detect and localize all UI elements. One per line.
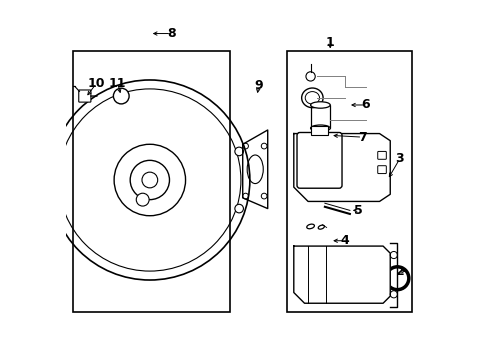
- Circle shape: [113, 88, 129, 104]
- Text: 8: 8: [166, 27, 175, 40]
- FancyBboxPatch shape: [296, 132, 341, 188]
- FancyBboxPatch shape: [377, 166, 386, 174]
- Text: 5: 5: [354, 204, 363, 217]
- FancyBboxPatch shape: [377, 152, 386, 159]
- Polygon shape: [293, 134, 389, 202]
- Text: 9: 9: [254, 79, 263, 92]
- Circle shape: [130, 160, 169, 200]
- Text: 11: 11: [109, 77, 126, 90]
- Text: 10: 10: [87, 77, 105, 90]
- Ellipse shape: [310, 125, 329, 131]
- Bar: [73, 51, 230, 312]
- Text: 1: 1: [325, 36, 334, 49]
- Circle shape: [305, 72, 315, 81]
- Polygon shape: [293, 246, 389, 303]
- Circle shape: [389, 251, 397, 258]
- Circle shape: [234, 147, 243, 156]
- Bar: [310, 126, 328, 135]
- Bar: [287, 51, 411, 312]
- Ellipse shape: [301, 88, 323, 108]
- Circle shape: [389, 291, 397, 298]
- Text: 2: 2: [395, 265, 404, 278]
- Text: 7: 7: [357, 131, 366, 144]
- Circle shape: [391, 273, 402, 284]
- Text: 6: 6: [361, 99, 369, 112]
- Text: 4: 4: [340, 234, 348, 247]
- Ellipse shape: [310, 102, 329, 108]
- FancyBboxPatch shape: [79, 90, 91, 102]
- Circle shape: [136, 193, 149, 206]
- Circle shape: [234, 204, 243, 213]
- Bar: [310, 105, 329, 128]
- Text: 3: 3: [395, 152, 404, 165]
